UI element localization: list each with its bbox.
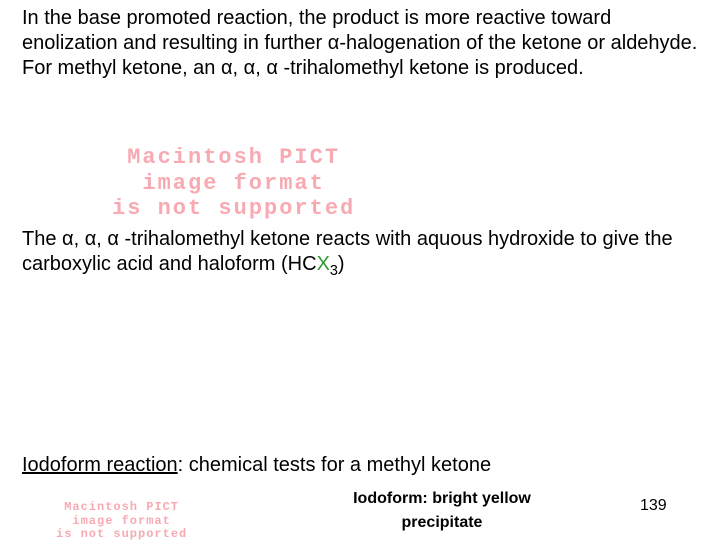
p2-green-x: X <box>317 253 330 275</box>
pict-error-2: Macintosh PICT image format is not suppo… <box>56 487 187 542</box>
iodoform-cap-l1: Iodoform: bright yellow <box>353 490 531 507</box>
pict2-line3: is not supported <box>56 527 187 541</box>
iodoform-cap-l2: precipitate <box>402 514 483 531</box>
p2-alphas: α, α, α <box>62 228 124 250</box>
pict1-line1: Macintosh PICT <box>127 145 340 170</box>
p1-text-c: -trihalomethyl ketone is produced. <box>283 57 583 79</box>
paragraph-1: In the base promoted reaction, the produ… <box>22 6 702 81</box>
iodoform-rest: : chemical tests for a methyl ketone <box>178 454 491 476</box>
paragraph-2: The α, α, α -trihalomethyl ketone reacts… <box>22 227 702 280</box>
page-number: 139 <box>640 497 667 515</box>
page-num-val: 139 <box>640 497 667 514</box>
iodoform-reaction-line: Iodoform reaction: chemical tests for a … <box>22 453 702 478</box>
pict2-line1: Macintosh PICT <box>64 500 179 514</box>
pict-error-1: Macintosh PICT image format is not suppo… <box>112 120 355 221</box>
iodoform-caption: Iodoform: bright yellow precipitate <box>332 487 552 535</box>
pict1-line2: image format <box>142 171 324 196</box>
pict1-line3: is not supported <box>112 196 355 221</box>
iodoform-underlined: Iodoform reaction <box>22 454 178 476</box>
p2-end: ) <box>338 253 345 275</box>
p1-alphas: α, α, α <box>221 57 283 79</box>
pict2-line2: image format <box>72 514 170 528</box>
p2-prefix: The <box>22 228 62 250</box>
p1-alpha-1: α <box>328 32 340 54</box>
p2-sub3: 3 <box>330 263 338 279</box>
